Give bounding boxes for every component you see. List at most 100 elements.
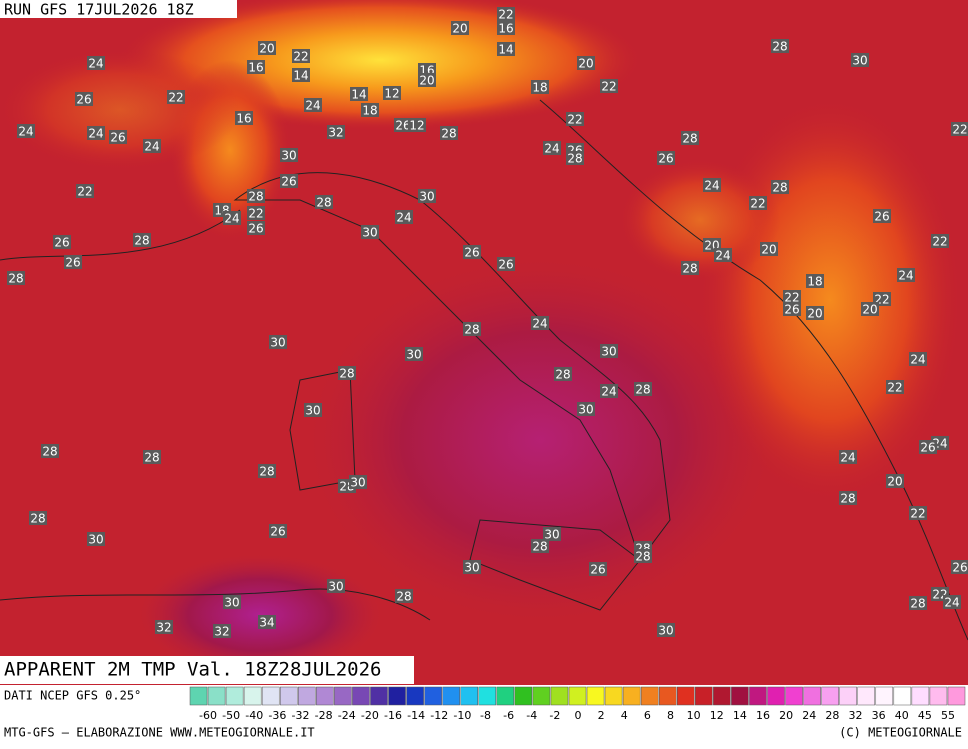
- colorbar-cell: [388, 686, 406, 706]
- label-box: [703, 178, 721, 192]
- colorbar-cell: [658, 686, 677, 706]
- contour-label: 20: [886, 474, 904, 489]
- colorbar-label: 28: [825, 709, 839, 722]
- label-box: [213, 624, 231, 638]
- label-box: [269, 335, 287, 349]
- label-text: 30: [328, 580, 343, 594]
- label-text: 28: [772, 40, 787, 54]
- contour-label: 24: [304, 98, 322, 113]
- colorbar-label: 20: [779, 709, 793, 722]
- label-box: [531, 316, 549, 330]
- contour-label: 24: [531, 316, 549, 331]
- label-box: [109, 130, 127, 144]
- label-text: 30: [281, 149, 296, 163]
- label-text: 28: [396, 590, 411, 604]
- contour-label: 28: [258, 464, 276, 479]
- label-text: 24: [144, 140, 159, 154]
- label-text: 32: [156, 621, 171, 635]
- label-text: 24: [944, 596, 959, 610]
- colorbar: -60 -50 -40 -36 -32 -28 -24 -20 -16 -14 -12 -10 -8 -6…: [189, 686, 966, 722]
- colorbar-cell: [857, 686, 876, 706]
- colorbar-cell: [947, 686, 966, 706]
- colorbar-label: 4: [621, 709, 628, 722]
- label-box: [280, 174, 298, 188]
- label-text: 26: [281, 175, 296, 189]
- label-text: 22: [784, 291, 799, 305]
- contour-label: 24: [714, 248, 732, 263]
- contour-label: 20: [861, 302, 879, 317]
- colorbar-label: -28: [315, 709, 333, 722]
- contour-label: 22: [909, 506, 927, 521]
- label-box: [531, 80, 549, 94]
- contour-label: 24: [223, 211, 241, 226]
- contour-label: 22: [167, 90, 185, 105]
- contour-label: 28: [7, 271, 25, 286]
- label-text: 16: [498, 22, 513, 36]
- label-text: 22: [750, 197, 765, 211]
- label-text: 26: [920, 441, 935, 455]
- label-text: 24: [88, 57, 103, 71]
- colorbar-label: -50: [222, 709, 240, 722]
- label-box: [909, 352, 927, 366]
- contour-label: 28: [247, 189, 265, 204]
- label-box: [155, 620, 173, 634]
- label-text: 20: [862, 303, 877, 317]
- label-box: [87, 56, 105, 70]
- colorbar-label: -4: [526, 709, 537, 722]
- label-box: [497, 7, 515, 21]
- label-text: 30: [852, 54, 867, 68]
- label-text: 32: [328, 126, 343, 140]
- label-box: [350, 87, 368, 101]
- label-text: 28: [772, 181, 787, 195]
- colorbar-cell: [550, 686, 569, 706]
- colorbar-label: -6: [503, 709, 514, 722]
- label-box: [395, 210, 413, 224]
- label-text: 26: [590, 563, 605, 577]
- contour-label: 24: [703, 178, 721, 193]
- colorbar-cell: [911, 686, 930, 706]
- colorbar-cell: [316, 686, 334, 706]
- label-text: 30: [406, 348, 421, 362]
- label-text: 28: [8, 272, 23, 286]
- contour-label: 26: [657, 151, 675, 166]
- colorbar-cell: [424, 686, 442, 706]
- contour-label: 24: [909, 352, 927, 367]
- contour-label: 26: [589, 562, 607, 577]
- label-box: [909, 596, 927, 610]
- contour-label: 28: [771, 39, 789, 54]
- contour-label: 26: [269, 524, 287, 539]
- label-text: 28: [339, 367, 354, 381]
- contour-label: 12: [383, 86, 401, 101]
- label-text: 28: [555, 368, 570, 382]
- contour-label: 22: [566, 112, 584, 127]
- colorbar-cell: [677, 686, 695, 706]
- colorbar-cell: [334, 686, 352, 706]
- label-text: 24: [704, 179, 719, 193]
- label-text: 20: [452, 22, 467, 36]
- label-text: 28: [259, 465, 274, 479]
- label-text: 24: [898, 269, 913, 283]
- label-text: 26: [784, 303, 799, 317]
- label-box: [17, 124, 35, 138]
- label-text: 24: [305, 99, 320, 113]
- contour-label: 26: [64, 255, 82, 270]
- label-box: [771, 180, 789, 194]
- contour-label: 30: [405, 347, 423, 362]
- label-box: [223, 595, 241, 609]
- label-text: 30: [464, 561, 479, 575]
- label-box: [600, 384, 618, 398]
- label-box: [292, 49, 310, 63]
- contour-label: 28: [41, 444, 59, 459]
- label-box: [657, 151, 675, 165]
- label-box: [418, 73, 436, 87]
- colorbar-label: -2: [549, 709, 560, 722]
- label-text: 28: [30, 512, 45, 526]
- label-text: 22: [77, 185, 92, 199]
- label-box: [886, 474, 904, 488]
- label-text: 30: [578, 403, 593, 417]
- label-text: 20: [807, 307, 822, 321]
- contour-label: 20: [258, 41, 276, 56]
- label-text: 14: [351, 88, 366, 102]
- label-text: 20: [761, 243, 776, 257]
